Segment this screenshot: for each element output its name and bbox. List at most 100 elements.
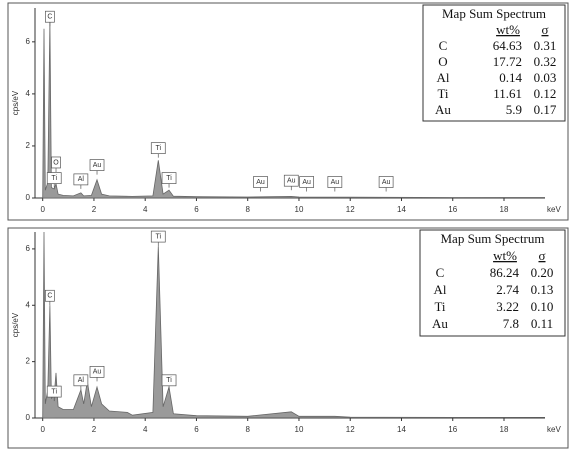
x-tick-label: 18 xyxy=(500,205,509,214)
table-frame xyxy=(422,4,566,122)
x-tick-label: 12 xyxy=(346,425,355,434)
element: Ti xyxy=(437,86,448,101)
x-tick-label: 10 xyxy=(295,205,304,214)
sigma: 0.12 xyxy=(534,86,557,101)
peak-label: C xyxy=(47,293,52,300)
peak-label: Ti xyxy=(155,145,161,152)
x-tick-label: 12 xyxy=(346,205,355,214)
y-axis-label: cps/eV xyxy=(11,312,20,337)
element: Al xyxy=(437,70,450,85)
peak-label-box xyxy=(73,173,89,186)
peak-label-box xyxy=(46,172,62,184)
panel-frame xyxy=(7,227,569,449)
element: Ti xyxy=(434,299,445,314)
peak-label: Au xyxy=(93,162,102,169)
peak-label: Ti xyxy=(166,175,172,182)
y-tick-label: 0 xyxy=(26,413,31,422)
sigma: 0.32 xyxy=(534,54,557,69)
element: Al xyxy=(434,282,447,297)
x-tick-label: 10 xyxy=(295,425,304,434)
x-tick-label: 6 xyxy=(194,205,199,214)
wt-percent: 64.63 xyxy=(493,38,522,53)
x-tick-label: 2 xyxy=(92,425,97,434)
y-tick-label: 4 xyxy=(26,89,31,98)
y-tick-label: 2 xyxy=(26,141,31,150)
peak-label: Ti xyxy=(51,175,57,182)
y-tick-label: 6 xyxy=(26,37,31,46)
column-header: wt% xyxy=(496,22,520,37)
wt-percent: 0.14 xyxy=(499,70,522,85)
peak-label: Ti xyxy=(51,388,57,395)
element: Au xyxy=(435,102,451,117)
wt-percent: 3.22 xyxy=(496,299,519,314)
x-axis-label: keV xyxy=(547,425,561,434)
x-tick-label: 6 xyxy=(194,425,199,434)
element: C xyxy=(436,265,445,280)
x-tick-label: 0 xyxy=(40,205,45,214)
peak-label-box xyxy=(45,289,55,302)
peak-label-box xyxy=(46,385,62,398)
element: C xyxy=(439,38,448,53)
peak-label-box xyxy=(150,230,166,243)
x-tick-label: 14 xyxy=(397,425,406,434)
sigma: 0.13 xyxy=(531,282,554,297)
wt-percent: 7.8 xyxy=(503,316,519,331)
table-title: Map Sum Spectrum xyxy=(442,6,546,21)
peak-label: Ti xyxy=(155,233,161,240)
element: O xyxy=(438,54,447,69)
sigma: 0.11 xyxy=(531,316,553,331)
wt-percent: 5.9 xyxy=(506,102,522,117)
x-tick-label: 4 xyxy=(143,205,148,214)
wt-percent: 2.74 xyxy=(496,282,519,297)
peak-label-box xyxy=(283,174,299,187)
peak-label: Au xyxy=(302,179,311,186)
wt-percent: 86.24 xyxy=(490,265,520,280)
column-header: σ xyxy=(538,248,545,263)
wt-percent: 17.72 xyxy=(493,54,522,69)
peak-label: Au xyxy=(287,178,296,185)
wt-percent: 11.61 xyxy=(493,86,522,101)
results-table: Map Sum Spectrum wt% σ C 86.24 0.20 Al 2.74 0.13… xyxy=(419,229,566,337)
x-tick-label: 16 xyxy=(448,205,457,214)
peak-label-box xyxy=(327,176,343,188)
peak-label-box xyxy=(161,374,177,387)
y-tick-label: 2 xyxy=(26,357,31,366)
panel-frame xyxy=(7,2,569,221)
peak-label: C xyxy=(47,14,52,21)
peak-label: Au xyxy=(382,179,391,186)
x-tick-label: 2 xyxy=(92,205,97,214)
peak-label-box xyxy=(73,374,89,387)
table-frame xyxy=(419,229,566,337)
peak-label: Ti xyxy=(166,377,172,384)
peak-label: Au xyxy=(93,369,102,376)
y-axis-label: cps/eV xyxy=(11,90,20,115)
y-tick-label: 0 xyxy=(26,193,31,202)
peak-label: Al xyxy=(78,377,85,384)
peak-label-box xyxy=(299,176,315,188)
peak-label: O xyxy=(53,159,59,166)
peak-label-box xyxy=(378,176,394,188)
x-tick-label: 4 xyxy=(143,425,148,434)
column-header: σ xyxy=(541,22,548,37)
peak-label: Au xyxy=(256,179,265,186)
peak-label-box xyxy=(45,10,55,23)
peak-label-box xyxy=(89,159,105,171)
peak-label-box xyxy=(51,156,61,169)
y-tick-label: 6 xyxy=(26,244,31,253)
sigma: 0.20 xyxy=(531,265,554,280)
column-header: wt% xyxy=(493,248,517,263)
spectrum xyxy=(42,20,546,199)
sigma: 0.03 xyxy=(534,70,557,85)
peak-label: Au xyxy=(331,179,340,186)
peak-label-box xyxy=(253,176,268,188)
peak-label-box xyxy=(150,142,166,155)
x-tick-label: 14 xyxy=(397,205,406,214)
peak-label-box xyxy=(89,366,105,378)
y-tick-label: 4 xyxy=(26,300,31,309)
sigma: 0.17 xyxy=(534,102,557,117)
x-tick-label: 8 xyxy=(245,425,250,434)
sigma: 0.10 xyxy=(531,299,554,314)
element: Au xyxy=(432,316,448,331)
